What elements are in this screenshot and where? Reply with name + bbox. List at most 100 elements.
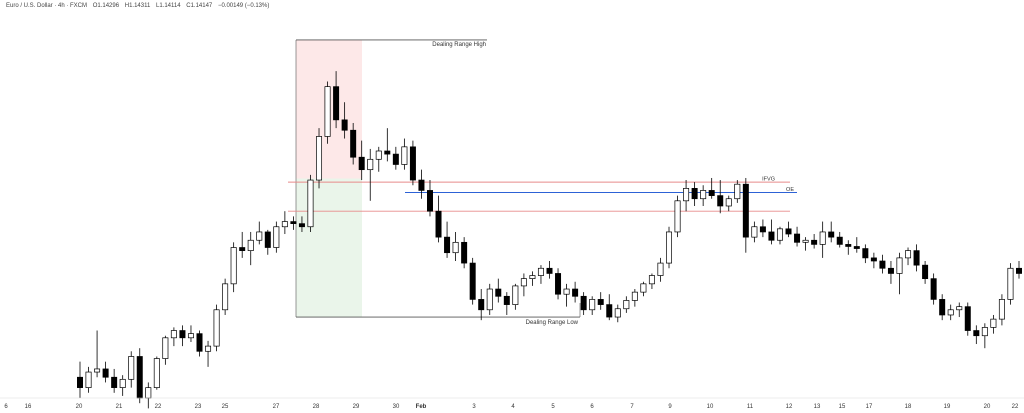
- candle[interactable]: [495, 278, 502, 303]
- candle[interactable]: [546, 261, 553, 279]
- candle[interactable]: [879, 254, 886, 274]
- candle[interactable]: [725, 195, 732, 212]
- candle[interactable]: [205, 340, 212, 367]
- candle[interactable]: [392, 146, 399, 170]
- candle[interactable]: [606, 294, 613, 321]
- candle[interactable]: [939, 294, 946, 321]
- candle[interactable]: [973, 325, 980, 345]
- candle[interactable]: [597, 292, 604, 310]
- candle[interactable]: [153, 356, 160, 390]
- candle[interactable]: [913, 244, 920, 272]
- candle[interactable]: [341, 102, 348, 139]
- candle[interactable]: [529, 271, 536, 286]
- candle[interactable]: [742, 177, 749, 253]
- candle[interactable]: [94, 330, 101, 378]
- candle[interactable]: [179, 325, 186, 347]
- candle[interactable]: [367, 148, 374, 201]
- candle[interactable]: [316, 128, 323, 189]
- candle[interactable]: [870, 252, 877, 269]
- candle[interactable]: [324, 81, 331, 144]
- candle[interactable]: [828, 221, 835, 243]
- candle[interactable]: [905, 247, 912, 266]
- candle[interactable]: [435, 195, 442, 243]
- candle[interactable]: [461, 237, 468, 269]
- candle[interactable]: [503, 292, 510, 315]
- candle[interactable]: [162, 335, 169, 365]
- candle[interactable]: [401, 138, 408, 170]
- candle[interactable]: [281, 211, 288, 235]
- candle[interactable]: [239, 231, 246, 258]
- candle[interactable]: [187, 325, 194, 342]
- candle[interactable]: [290, 216, 297, 230]
- candle[interactable]: [811, 234, 818, 249]
- candle[interactable]: [683, 180, 690, 212]
- candle[interactable]: [469, 257, 476, 305]
- candle[interactable]: [1016, 261, 1022, 279]
- candle[interactable]: [452, 231, 459, 262]
- candle[interactable]: [247, 231, 254, 266]
- candle[interactable]: [759, 219, 766, 238]
- candle[interactable]: [674, 195, 681, 238]
- candle[interactable]: [981, 323, 988, 349]
- candle[interactable]: [734, 180, 741, 203]
- candle[interactable]: [964, 302, 971, 336]
- candle[interactable]: [119, 375, 126, 396]
- candle[interactable]: [640, 281, 647, 297]
- candle[interactable]: [555, 268, 562, 300]
- candle[interactable]: [102, 361, 109, 383]
- candle[interactable]: [930, 273, 937, 305]
- candle[interactable]: [426, 180, 433, 217]
- candle[interactable]: [1007, 263, 1014, 305]
- candle[interactable]: [520, 273, 527, 297]
- candle[interactable]: [478, 289, 485, 321]
- candle[interactable]: [273, 221, 280, 253]
- candle[interactable]: [794, 226, 801, 247]
- candle[interactable]: [666, 226, 673, 269]
- candle[interactable]: [512, 283, 519, 310]
- candle[interactable]: [589, 296, 596, 315]
- candle[interactable]: [802, 237, 809, 251]
- candle[interactable]: [819, 221, 826, 258]
- candle[interactable]: [85, 366, 92, 393]
- candle[interactable]: [751, 221, 758, 243]
- candle[interactable]: [922, 261, 929, 284]
- candle[interactable]: [230, 242, 237, 293]
- candle[interactable]: [896, 252, 903, 295]
- candle[interactable]: [128, 351, 135, 388]
- candle[interactable]: [700, 185, 707, 206]
- candle[interactable]: [887, 261, 894, 284]
- candle[interactable]: [708, 177, 715, 199]
- candle[interactable]: [956, 302, 963, 318]
- candle[interactable]: [333, 71, 340, 129]
- candle[interactable]: [691, 182, 698, 206]
- candle[interactable]: [657, 257, 664, 282]
- candle[interactable]: [444, 221, 451, 258]
- candle[interactable]: [623, 296, 630, 313]
- candle[interactable]: [614, 304, 621, 323]
- candle[interactable]: [768, 219, 775, 245]
- candle[interactable]: [537, 265, 544, 284]
- candle[interactable]: [196, 330, 203, 357]
- candle[interactable]: [717, 180, 724, 214]
- candle[interactable]: [853, 237, 860, 253]
- candle[interactable]: [358, 140, 365, 181]
- candle[interactable]: [384, 128, 391, 162]
- candle[interactable]: [77, 361, 83, 398]
- candle[interactable]: [776, 226, 783, 245]
- candle[interactable]: [409, 140, 416, 186]
- candle[interactable]: [563, 283, 570, 307]
- candle[interactable]: [845, 240, 852, 255]
- candle[interactable]: [998, 294, 1005, 326]
- candle[interactable]: [298, 216, 305, 232]
- candle[interactable]: [990, 314, 997, 334]
- candle[interactable]: [486, 283, 493, 315]
- candle[interactable]: [862, 244, 869, 264]
- candle[interactable]: [375, 146, 382, 172]
- candle[interactable]: [256, 221, 263, 245]
- candle[interactable]: [136, 348, 143, 404]
- candle[interactable]: [580, 292, 587, 315]
- candle[interactable]: [170, 327, 177, 347]
- candle[interactable]: [631, 289, 638, 307]
- candle[interactable]: [418, 169, 425, 199]
